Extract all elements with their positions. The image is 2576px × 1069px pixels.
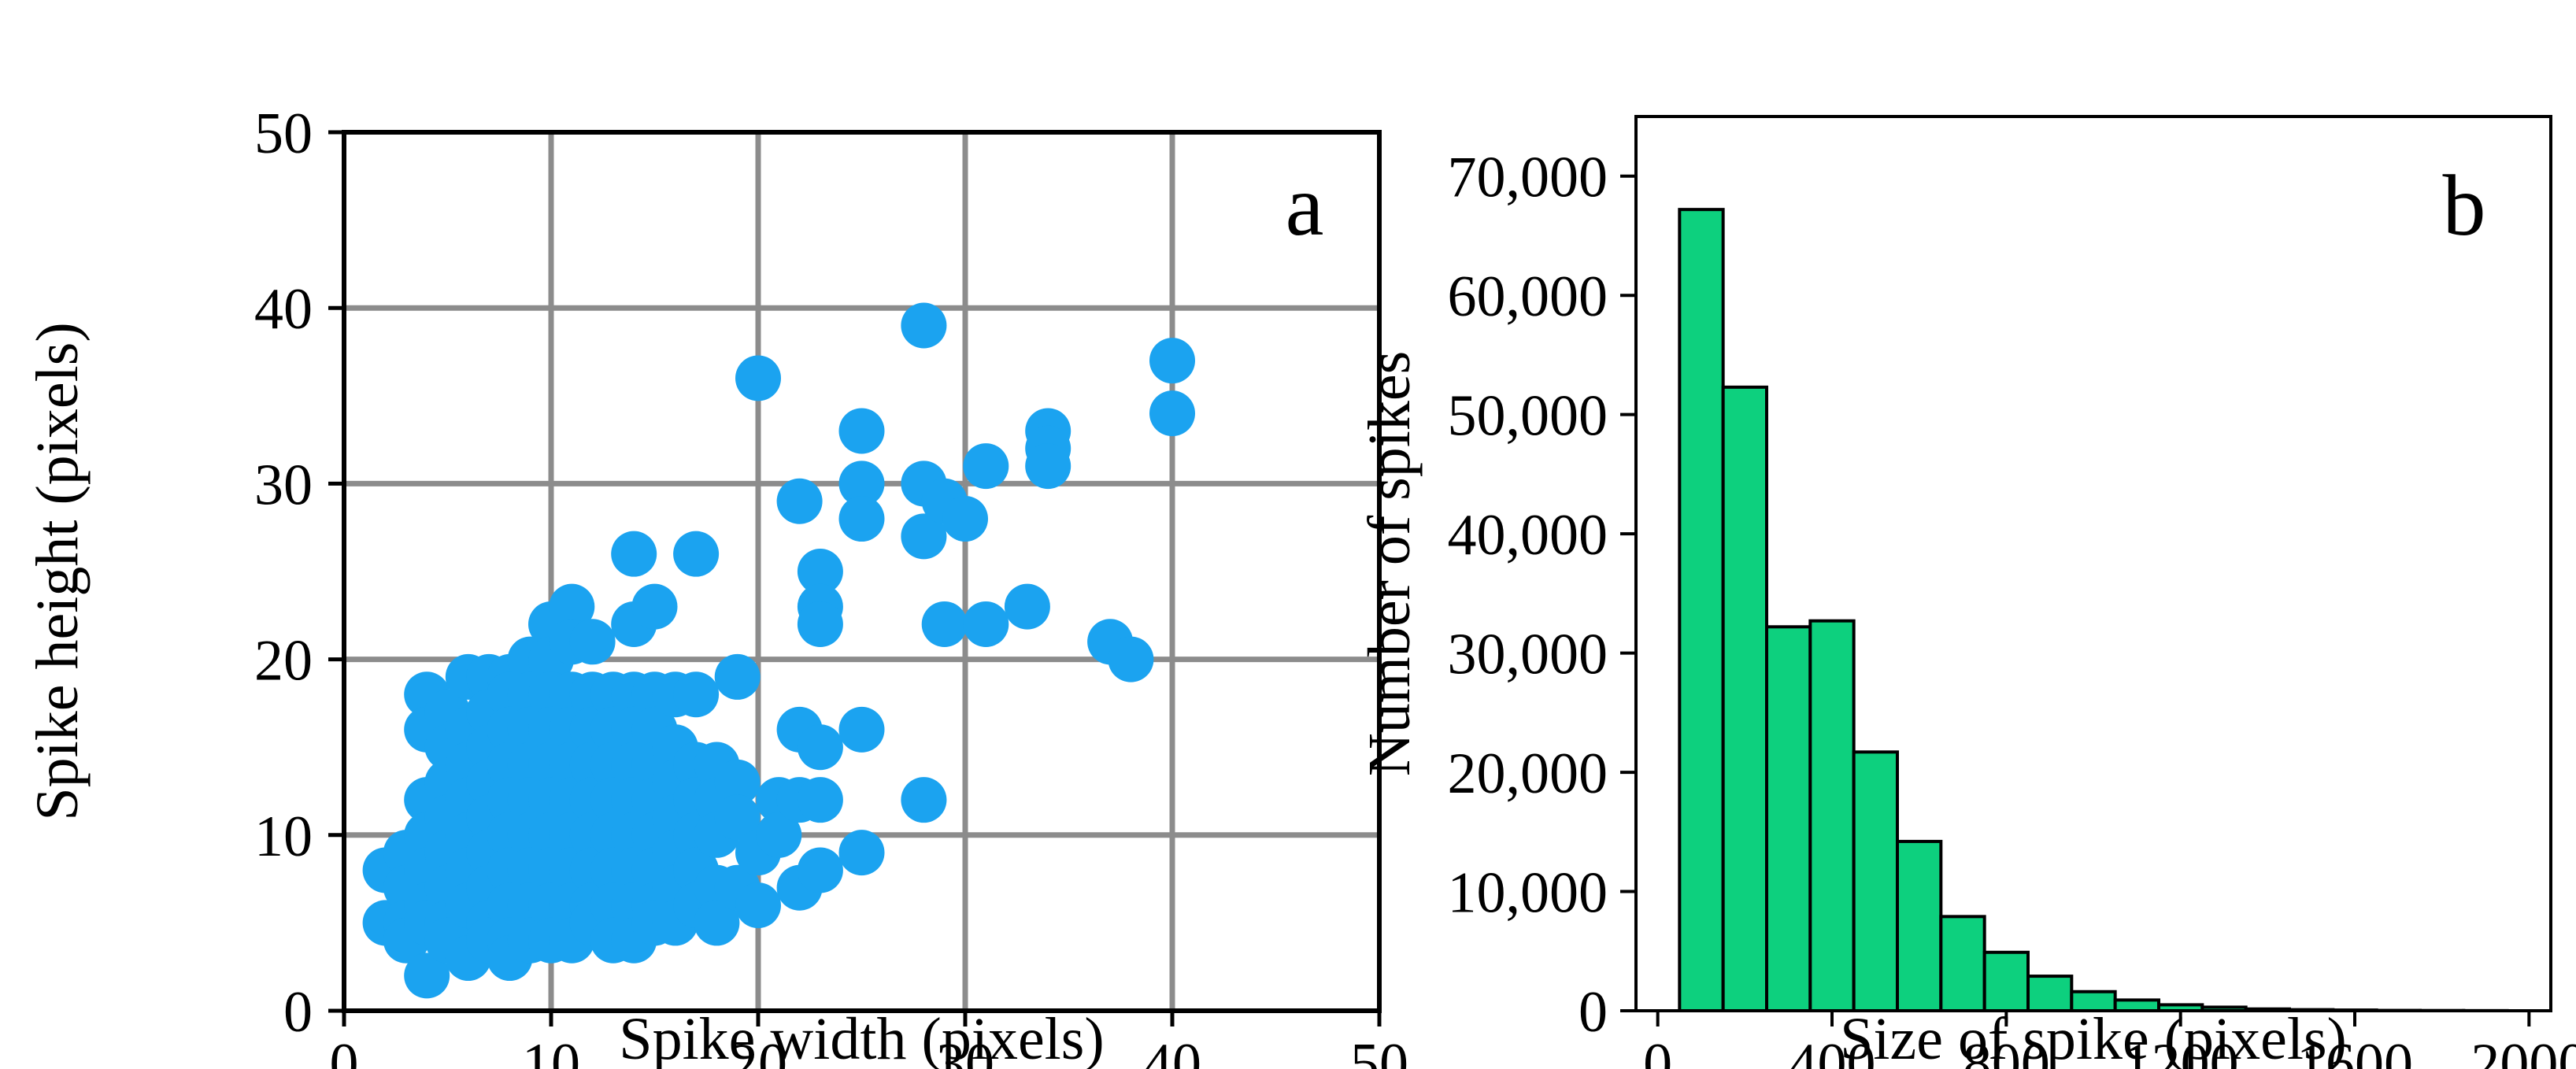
histogram-y-tick-label: 60,000 [1448,264,1608,329]
scatter-point [673,531,720,577]
histogram-x-tick-label: 1200 [2123,1032,2239,1069]
scatter-point [404,952,450,999]
histogram-y-tick-label: 20,000 [1448,742,1608,806]
scatter-point [797,847,843,893]
histogram-bar [1982,950,2030,1013]
histogram-x-tick-label: 800 [1963,1032,2050,1069]
histogram-y-tick-label: 0 [1579,980,1608,1045]
scatter-y-tick-label: 0 [283,980,313,1045]
scatter-y-tick-label: 50 [254,102,313,166]
scatter-y-tick-label: 10 [254,805,313,869]
histogram-y-tick-label: 10,000 [1448,861,1608,926]
scatter-point [838,706,885,753]
scatter-x-tick-label: 20 [729,1032,787,1069]
scatter-y-tick-label: 20 [254,629,313,694]
scatter-point [838,461,885,507]
scatter-y-tick-label: 30 [254,453,313,517]
scatter-point [631,583,678,630]
scatter-point [1025,443,1071,490]
scatter-x-tick-label: 30 [936,1032,994,1069]
scatter-point [694,900,740,946]
panel-label-a: a [1286,157,1324,253]
scatter-point [714,653,761,700]
scatter-point [569,619,616,665]
scatter-point [735,882,781,929]
scatter-point [942,496,988,542]
histogram-bars [1678,208,2509,1013]
scatter-point [1004,583,1050,630]
histogram-bar [1678,208,1725,1013]
scatter-plot-frame [342,130,1382,1013]
histogram-bar [1721,385,1769,1012]
histogram-ticks: 0 400 800 1200 1600 2000 0 10,000 20,000 30,000 40… [1448,146,2576,1069]
scatter-point [963,601,1009,647]
scatter-x-axis-label: Spike width (pixels) [619,1006,1104,1069]
scatter-point [714,794,761,841]
scatter-points [362,302,1195,999]
scatter-point [797,549,843,594]
histogram-x-tick-label: 400 [1789,1032,1876,1069]
histogram-x-tick-label: 0 [1643,1032,1672,1069]
scatter-point [673,671,720,718]
scatter-point [756,812,802,858]
histogram-bar [1808,619,1856,1012]
scatter-point [797,777,843,823]
histogram-bar [1765,625,1812,1012]
histogram-y-tick-label: 40,000 [1448,503,1608,568]
histogram-x-tick-label: 2000 [2471,1032,2576,1069]
scatter-point [735,355,781,401]
scatter-point [901,777,947,823]
scatter-point [797,601,843,647]
scatter-point [1149,338,1195,384]
scatter-point [611,531,657,577]
scatter-point [797,724,843,771]
scatter-x-tick-label: 0 [330,1032,359,1069]
scatter-point [838,830,885,876]
scatter-point [1149,390,1195,437]
scatter-point [901,302,947,349]
scatter-x-tick-label: 50 [1350,1032,1408,1069]
histogram-panel: 0 400 800 1200 1600 2000 0 10,000 20,000 30,000 40… [1356,115,2576,1069]
scatter-y-axis-label: Spike height (pixels) [24,322,91,820]
scatter-point [776,478,823,524]
scatter-x-tick-label: 40 [1143,1032,1201,1069]
scatter-point [838,496,885,542]
scatter-ticks: 0 10 20 30 40 50 0 10 20 30 40 50 [254,102,1408,1069]
histogram-bar [1852,750,1900,1012]
scatter-y-tick-label: 40 [254,277,313,342]
scatter-panel: 0 10 20 30 40 50 0 10 20 30 40 50 Spike width (pixe… [24,102,1408,1069]
histogram-x-tick-label: 1600 [2297,1032,2413,1069]
histogram-y-tick-label: 70,000 [1448,146,1608,210]
histogram-bar [1939,915,1986,1012]
scatter-point [921,601,968,647]
scatter-point [549,583,595,630]
histogram-y-tick-label: 50,000 [1448,384,1608,449]
scatter-point [901,513,947,560]
histogram-bar [1896,839,1943,1013]
histogram-plot-frame [1634,115,2552,1012]
scatter-point [714,759,761,805]
scatter-point [963,443,1009,490]
scatter-point [838,408,885,454]
panel-label-b: b [2443,157,2486,253]
scatter-x-tick-label: 10 [522,1032,580,1069]
histogram-y-axis-label: Number of spikes [1356,351,1423,776]
histogram-x-axis-label: Size of spike (pixels) [1840,1006,2347,1069]
scatter-point [1108,636,1154,682]
histogram-y-tick-label: 30,000 [1448,623,1608,687]
